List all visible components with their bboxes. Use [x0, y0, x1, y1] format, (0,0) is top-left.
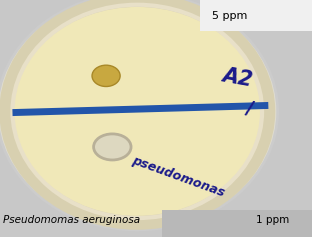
- Text: /: /: [244, 99, 256, 119]
- Bar: [200, 0, 312, 31]
- Ellipse shape: [0, 0, 278, 230]
- Text: Pseudomomas aeruginosa: Pseudomomas aeruginosa: [3, 215, 140, 225]
- Bar: [162, 210, 312, 237]
- Ellipse shape: [94, 134, 131, 160]
- Ellipse shape: [6, 0, 268, 223]
- Circle shape: [92, 65, 120, 87]
- Text: pseudomonas: pseudomonas: [129, 154, 226, 199]
- Text: A2: A2: [220, 66, 254, 91]
- Text: 1 ppm: 1 ppm: [256, 215, 289, 225]
- Text: 5 ppm: 5 ppm: [212, 11, 247, 21]
